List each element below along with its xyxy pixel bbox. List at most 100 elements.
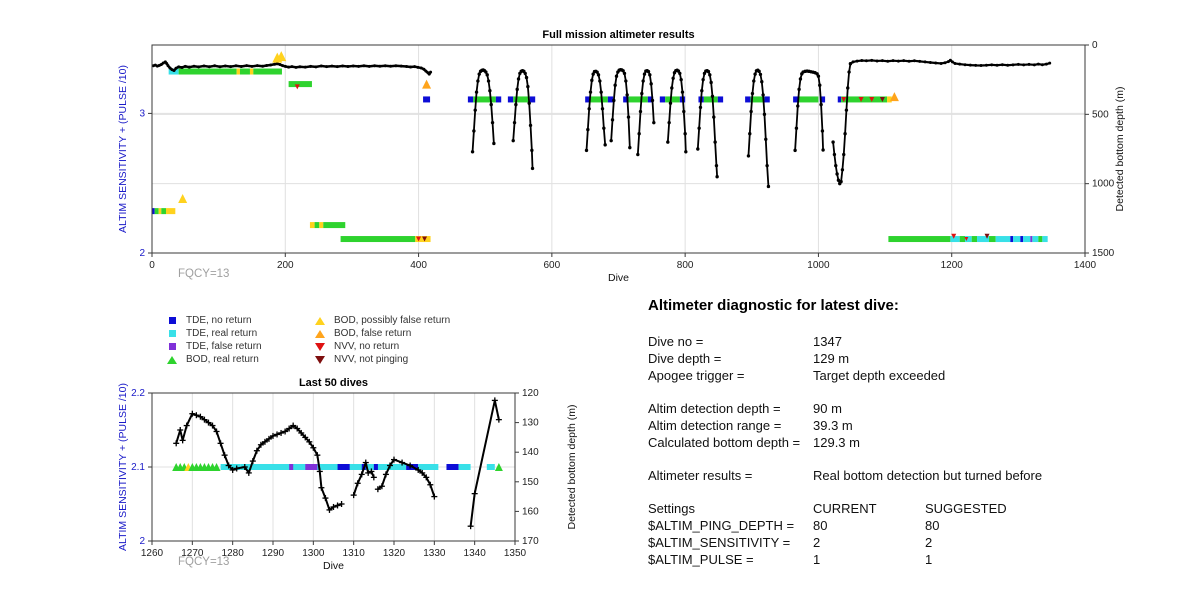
- legend-label: BOD, false return: [334, 328, 412, 339]
- fqcy-annotation: FQCY=13: [178, 556, 229, 568]
- legend-label: TDE, false return: [186, 341, 262, 352]
- svg-text:1000: 1000: [1092, 179, 1115, 190]
- diag-value: 1: [813, 552, 821, 567]
- diag-label: Altim detection range =: [648, 418, 782, 433]
- diag-label: $ALTIM_PING_DEPTH =: [648, 518, 795, 533]
- legend-item: NVV, no return: [314, 340, 450, 353]
- diagnostic-rows: Dive no = 1347 Dive depth = 129 m Apogee tri…: [648, 334, 1128, 569]
- diag-row: Settings CURRENT SUGGESTED: [648, 501, 1128, 518]
- diag-row: Calculated bottom depth = 129.3 m: [648, 435, 1128, 452]
- svg-text:1260: 1260: [141, 548, 164, 559]
- diag-value: 1347: [813, 334, 842, 349]
- axis-frame: [151, 44, 1086, 254]
- svg-text:1500: 1500: [1092, 248, 1115, 259]
- diag-label: $ALTIM_PULSE =: [648, 552, 754, 567]
- left-y-axis-label: ALTIM SENSITIVITY + (PULSE /10): [117, 383, 129, 551]
- svg-text:2.2: 2.2: [131, 388, 145, 399]
- marker-bands: [172, 463, 503, 471]
- x-axis-label: Dive: [608, 272, 629, 284]
- chart-title: Last 50 dives: [299, 377, 368, 389]
- svg-text:1000: 1000: [807, 260, 830, 271]
- svg-text:500: 500: [1092, 109, 1109, 120]
- svg-text:120: 120: [522, 388, 539, 399]
- diag-value: 39.3 m: [813, 418, 853, 433]
- svg-text:0: 0: [1092, 40, 1098, 51]
- diagnostic-title: Altimeter diagnostic for latest dive:: [648, 297, 899, 314]
- legend-item: NVV, not pinging: [314, 353, 450, 366]
- svg-text:1340: 1340: [464, 548, 487, 559]
- svg-text:3: 3: [139, 108, 145, 119]
- diag-value-suggested: 2: [925, 535, 933, 550]
- triangle-down-icon: [315, 342, 325, 351]
- diag-label: Settings: [648, 501, 695, 516]
- diag-label: Dive depth =: [648, 351, 722, 366]
- square-icon: [168, 317, 176, 324]
- diag-label: Altim detection depth =: [648, 401, 781, 416]
- diag-value-suggested: SUGGESTED: [925, 501, 1007, 516]
- scatter-markers: [178, 51, 990, 242]
- triangle-up-icon: [167, 355, 177, 364]
- legend-item: BOD, real return: [166, 353, 262, 366]
- depth-line: [151, 58, 1052, 189]
- diag-value: 2: [813, 535, 821, 550]
- legend-label: BOD, possibly false return: [334, 315, 451, 326]
- svg-text:2: 2: [139, 248, 145, 259]
- legend-column-1: TDE, no return TDE, real return TDE, false…: [166, 314, 262, 366]
- diag-value-suggested: 80: [925, 518, 940, 533]
- marker-bands: [152, 68, 1048, 243]
- legend-label: TDE, no return: [186, 315, 252, 326]
- diag-label: Calculated bottom depth =: [648, 435, 801, 450]
- diag-row: Dive no = 1347: [648, 334, 1128, 351]
- diag-spacer: [648, 385, 1128, 401]
- svg-text:1280: 1280: [222, 548, 245, 559]
- svg-text:600: 600: [544, 260, 561, 271]
- legend-item: BOD, false return: [314, 327, 450, 340]
- legend-item: TDE, real return: [166, 327, 262, 340]
- depth-line: [173, 397, 502, 530]
- svg-text:130: 130: [522, 418, 539, 429]
- diag-value: Target depth exceeded: [813, 368, 946, 383]
- legend-label: BOD, real return: [186, 354, 259, 365]
- diag-label: Apogee trigger =: [648, 368, 745, 383]
- svg-text:170: 170: [522, 536, 539, 547]
- diag-value-suggested: 1: [925, 552, 933, 567]
- left-y-axis-label: ALTIM SENSITIVITY + (PULSE /10): [117, 65, 129, 233]
- diag-value: CURRENT: [813, 501, 877, 516]
- svg-text:2.1: 2.1: [131, 462, 145, 473]
- diag-row: $ALTIM_SENSITIVITY = 2 2: [648, 535, 1128, 552]
- fqcy-annotation: FQCY=13: [178, 268, 229, 280]
- diag-value: 129 m: [813, 351, 850, 366]
- legend-item: TDE, false return: [166, 340, 262, 353]
- legend-item: TDE, no return: [166, 314, 262, 327]
- legend-column-2: BOD, possibly false return BOD, false ret…: [314, 314, 450, 366]
- svg-text:1270: 1270: [181, 548, 204, 559]
- diag-row: Altim detection depth = 90 m: [648, 401, 1128, 418]
- svg-text:1310: 1310: [343, 548, 366, 559]
- svg-text:1290: 1290: [262, 548, 285, 559]
- svg-text:400: 400: [410, 260, 427, 271]
- svg-text:2: 2: [139, 536, 145, 547]
- legend-label: TDE, real return: [186, 328, 258, 339]
- svg-text:0: 0: [149, 260, 155, 271]
- svg-text:800: 800: [677, 260, 694, 271]
- legend-label: NVV, no return: [334, 341, 400, 352]
- diag-row: Apogee trigger = Target depth exceeded: [648, 368, 1128, 385]
- diag-label: Dive no =: [648, 334, 704, 349]
- triangle-up-icon: [315, 329, 325, 338]
- last-50-dives-chart: 1260 1270 1280 1290 1300 1310 1320 1330 1340 1350…: [117, 377, 578, 572]
- diag-spacer: [648, 485, 1128, 501]
- diag-spacer: [648, 452, 1128, 468]
- axis-ticks: 0 200 400 600 800 1000 1200 1400 2 3 0 500 1000 1500: [139, 40, 1114, 271]
- diag-value: 80: [813, 518, 828, 533]
- square-icon: [168, 330, 176, 337]
- diag-row: $ALTIM_PULSE = 1 1: [648, 552, 1128, 569]
- svg-text:1350: 1350: [504, 548, 527, 559]
- triangle-up-icon: [315, 316, 325, 325]
- svg-text:1200: 1200: [941, 260, 964, 271]
- legend-item: BOD, possibly false return: [314, 314, 450, 327]
- diag-value: 129.3 m: [813, 435, 860, 450]
- svg-text:160: 160: [522, 506, 539, 517]
- svg-text:140: 140: [522, 447, 539, 458]
- legend-label: NVV, not pinging: [334, 354, 409, 365]
